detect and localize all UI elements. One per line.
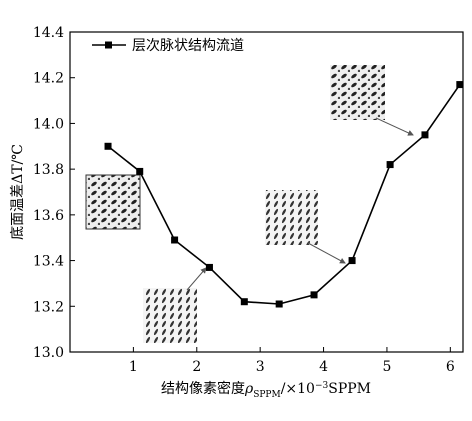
y-tick-label: 13.8	[33, 162, 64, 178]
inset-image	[330, 65, 385, 120]
data-point	[421, 131, 429, 139]
data-point	[386, 161, 394, 169]
x-axis-label-part: SPPM	[328, 381, 371, 397]
x-tick-label: 6	[446, 359, 455, 375]
arrow	[307, 242, 346, 264]
x-tick-label: 2	[192, 359, 201, 375]
data-point	[456, 81, 464, 89]
arrow	[375, 117, 414, 136]
data-point	[240, 298, 248, 306]
arrow	[186, 267, 207, 291]
y-tick-label: 13.2	[33, 299, 64, 315]
inset-image	[85, 174, 141, 230]
x-axis-label-part: /×10	[281, 381, 315, 397]
x-axis-label-part: 结构像素密度	[161, 380, 245, 397]
data-point	[171, 236, 179, 244]
data-point	[348, 257, 356, 265]
data-point	[136, 167, 144, 175]
inset-image	[265, 190, 318, 245]
data-point	[205, 263, 213, 271]
data-point	[310, 291, 318, 299]
legend-label: 层次脉状结构流道	[132, 38, 244, 54]
data-point	[275, 300, 283, 308]
x-axis-label-part: −3	[315, 381, 329, 391]
x-axis-label: 结构像素密度ρSPPM/×10−3SPPM	[161, 380, 371, 400]
y-tick-label: 13.4	[33, 254, 64, 270]
legend-marker	[105, 41, 112, 49]
y-tick-label: 13.6	[33, 208, 64, 224]
plot-frame	[69, 31, 464, 353]
y-tick-label: 13.0	[33, 345, 64, 361]
y-axis-label: 底面温差ΔT/℃	[10, 144, 26, 240]
y-tick-label: 14.2	[33, 71, 64, 87]
inset-image	[143, 288, 197, 343]
x-tick-label: 4	[319, 359, 328, 375]
x-tick-label: 1	[129, 359, 138, 375]
x-tick-label: 3	[256, 359, 265, 375]
y-tick-label: 14.4	[33, 25, 64, 41]
y-tick-label: 14.0	[33, 116, 64, 132]
x-axis-label-part: SPPM	[253, 390, 281, 400]
insets	[85, 65, 414, 343]
data-point	[104, 142, 112, 150]
x-axis-label-part: ρ	[244, 381, 254, 397]
x-tick-label: 5	[382, 359, 391, 375]
